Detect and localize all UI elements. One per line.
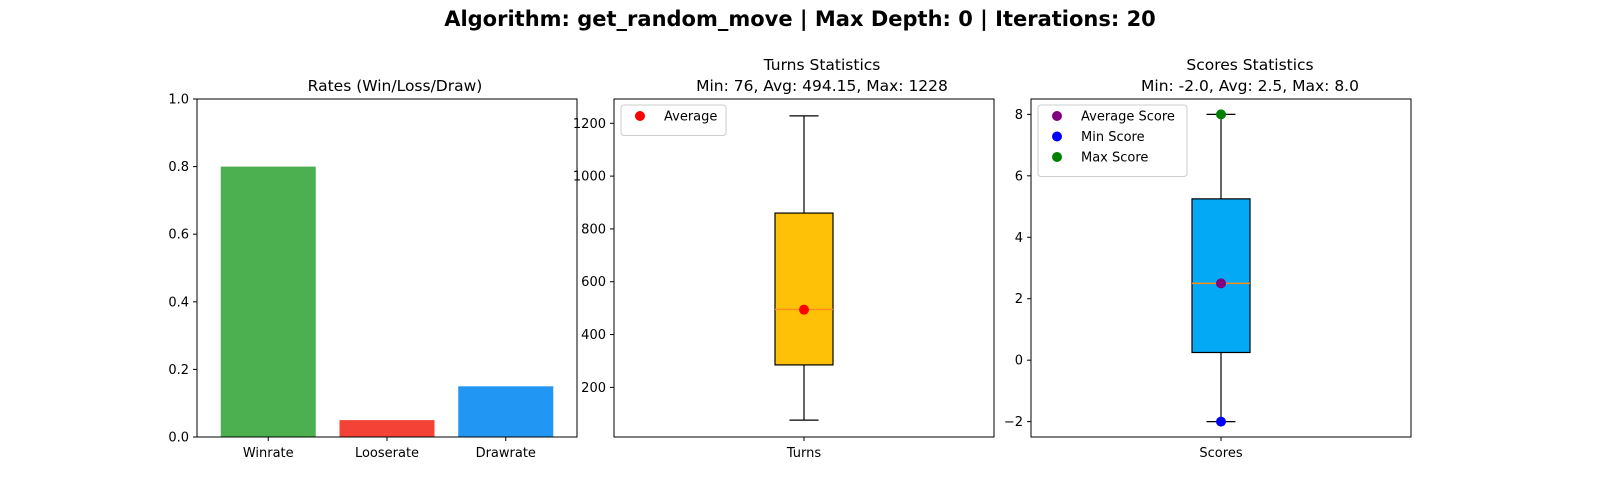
scores-legend: Average Score Min Score Max Score [1037, 104, 1188, 177]
scores-ytick-label: 2 [1015, 292, 1023, 307]
scores-xtick-label: Scores [1199, 446, 1242, 461]
turns-ytick-label: 1200 [573, 117, 606, 132]
rates-xtick-label: Drawrate [476, 446, 536, 461]
turns-title-line1: Turns Statistics [763, 56, 881, 74]
scores-legend-swatch [1052, 111, 1062, 121]
scores-title-line2: Min: -2.0, Avg: 2.5, Max: 8.0 [1141, 77, 1359, 95]
rates-ytick-label: 0.6 [168, 228, 189, 243]
turns-ytick-label: 600 [581, 275, 606, 290]
scores-legend-box [1037, 104, 1188, 177]
turns-ytick-label: 400 [581, 328, 606, 343]
scores-legend-swatch [1052, 131, 1062, 142]
scores-legend-label: Min Score [1081, 130, 1145, 145]
rates-title: Rates (Win/Loss/Draw) [308, 77, 483, 95]
bar-winrate [220, 166, 316, 437]
turns-legend: Average [620, 104, 727, 136]
rates-xtick-label: Looserate [355, 446, 419, 461]
scores-ytick-label: −2 [1004, 415, 1023, 430]
turns-ytick-label: 1000 [573, 170, 606, 185]
rates-xtick-label: Winrate [243, 446, 294, 461]
turns-legend-box [620, 104, 727, 136]
turns-iqr-box [774, 212, 834, 366]
scores-ytick-label: 6 [1015, 169, 1023, 184]
scores-panel: Scores Statistics Min: -2.0, Avg: 2.5, M… [1004, 56, 1412, 461]
turns-title-line2: Min: 76, Avg: 494.15, Max: 1228 [696, 77, 948, 95]
turns-legend-label: Average [664, 110, 717, 125]
rates-ytick-label: 1.0 [168, 93, 189, 108]
turns-legend-swatch [635, 111, 645, 121]
scores-ytick-label: 4 [1015, 231, 1023, 246]
rates-ytick-label: 0.4 [168, 295, 189, 310]
scores-legend-label: Average Score [1081, 110, 1175, 125]
turns-marker-average [799, 304, 809, 315]
scores-marker-min-score [1216, 416, 1226, 427]
rates-panel: Rates (Win/Loss/Draw) 0.0 0.2 0.4 0.6 0.8 1.0… [168, 77, 578, 461]
rates-ytick-label: 0.2 [168, 363, 189, 378]
scores-ytick-label: 8 [1015, 108, 1023, 123]
bar-looserate [339, 420, 435, 437]
turns-xtick-label: Turns [786, 446, 822, 461]
turns-ytick-label: 200 [581, 381, 606, 396]
rates-ytick-label: 0.8 [168, 160, 189, 175]
scores-legend-label: Max Score [1081, 151, 1148, 166]
bar-drawrate [458, 386, 554, 437]
scores-title-line1: Scores Statistics [1186, 56, 1313, 74]
figure-suptitle: Algorithm: get_random_move | Max Depth: … [444, 7, 1156, 32]
scores-marker-average-score [1216, 278, 1226, 289]
scores-iqr-box [1191, 198, 1251, 354]
turns-ytick-label: 800 [581, 222, 606, 237]
turns-panel: Turns Statistics Min: 76, Avg: 494.15, M… [573, 56, 995, 461]
scores-legend-swatch [1052, 152, 1062, 162]
rates-ytick-label: 0.0 [168, 431, 189, 446]
scores-marker-max-score [1216, 109, 1226, 120]
scores-ytick-label: 0 [1015, 354, 1023, 369]
